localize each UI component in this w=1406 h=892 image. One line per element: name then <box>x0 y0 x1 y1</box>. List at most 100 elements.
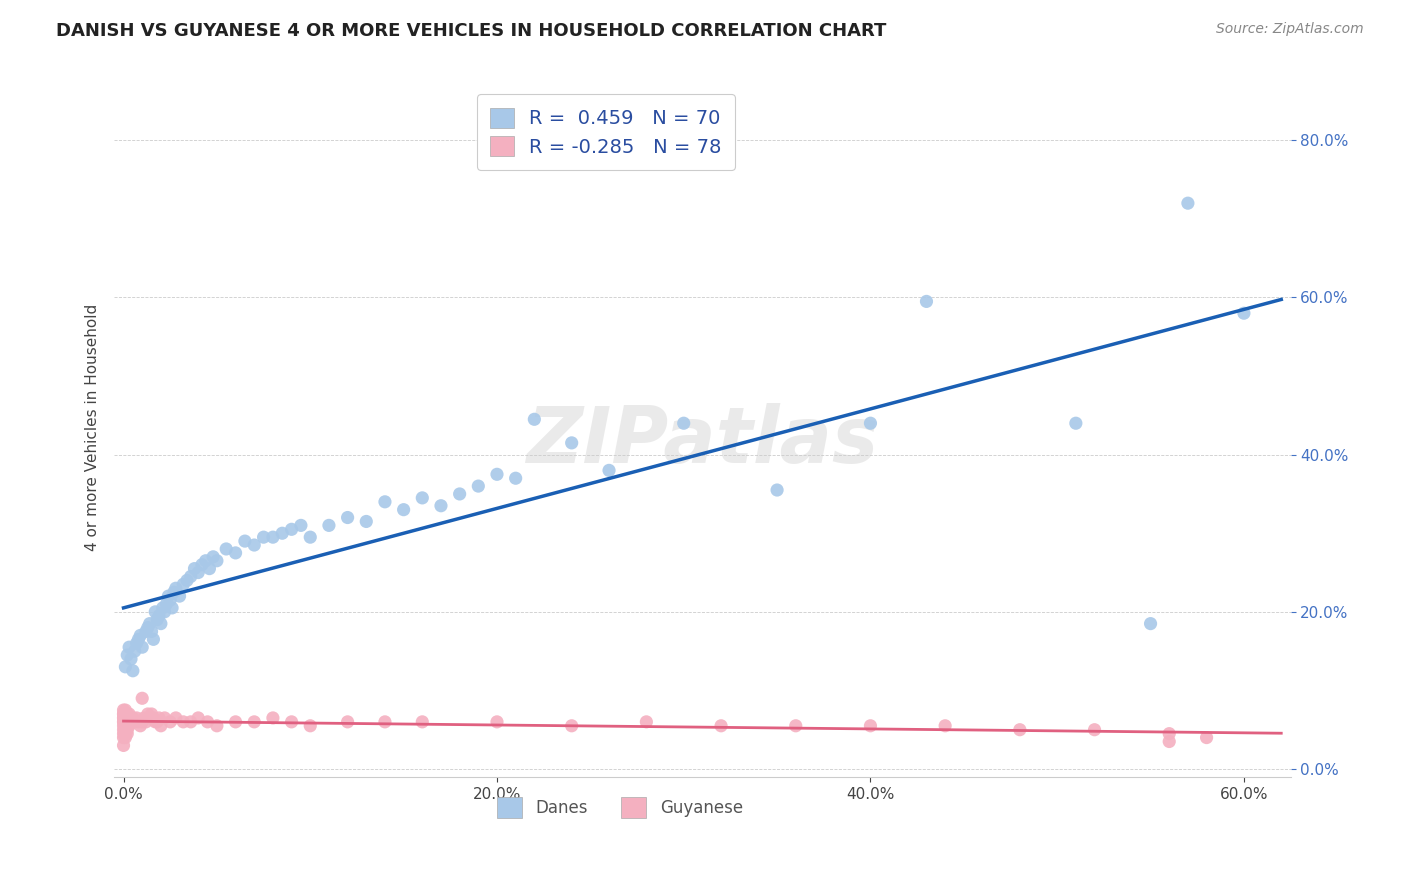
Point <box>172 577 194 591</box>
Point <box>121 664 143 678</box>
Point <box>243 714 266 729</box>
Point <box>153 711 176 725</box>
Point <box>112 711 135 725</box>
Point <box>180 569 202 583</box>
Point <box>135 624 157 639</box>
Point <box>1159 734 1181 748</box>
Point <box>112 706 135 721</box>
Point <box>710 719 733 733</box>
Point <box>142 632 165 647</box>
Point <box>561 435 583 450</box>
Point <box>129 719 152 733</box>
Point <box>127 714 149 729</box>
Point <box>112 703 135 717</box>
Point <box>280 522 302 536</box>
Point <box>598 463 620 477</box>
Point <box>135 714 157 729</box>
Point <box>205 554 228 568</box>
Point <box>336 714 359 729</box>
Point <box>120 652 142 666</box>
Point <box>205 719 228 733</box>
Point <box>112 711 135 725</box>
Point <box>271 526 294 541</box>
Point <box>117 648 139 662</box>
Text: ZIPatlas: ZIPatlas <box>526 403 879 479</box>
Point <box>215 541 238 556</box>
Point <box>120 714 142 729</box>
Point <box>467 479 489 493</box>
Point <box>1139 616 1161 631</box>
Point <box>114 719 136 733</box>
Point <box>143 714 166 729</box>
Point <box>785 719 807 733</box>
Point <box>142 711 165 725</box>
Text: DANISH VS GUYANESE 4 OR MORE VEHICLES IN HOUSEHOLD CORRELATION CHART: DANISH VS GUYANESE 4 OR MORE VEHICLES IN… <box>56 22 887 40</box>
Point <box>766 483 789 497</box>
Point <box>153 605 176 619</box>
Point <box>118 714 141 729</box>
Point <box>165 711 187 725</box>
Point <box>280 714 302 729</box>
Point <box>114 726 136 740</box>
Point <box>112 731 135 745</box>
Point <box>262 711 284 725</box>
Point <box>125 636 148 650</box>
Point <box>915 294 938 309</box>
Point <box>672 416 695 430</box>
Point <box>141 706 163 721</box>
Point <box>430 499 453 513</box>
Point <box>225 714 247 729</box>
Point <box>1195 731 1218 745</box>
Point <box>1083 723 1105 737</box>
Point <box>112 714 135 729</box>
Point <box>392 502 415 516</box>
Point <box>149 616 172 631</box>
Point <box>146 714 169 729</box>
Point <box>180 714 202 729</box>
Point <box>131 640 153 655</box>
Point <box>114 706 136 721</box>
Point <box>146 613 169 627</box>
Point <box>172 714 194 729</box>
Point <box>159 593 181 607</box>
Point <box>505 471 527 485</box>
Point <box>143 605 166 619</box>
Point <box>117 723 139 737</box>
Point <box>859 416 882 430</box>
Point <box>194 554 217 568</box>
Point <box>127 632 149 647</box>
Point <box>114 714 136 729</box>
Point <box>118 640 141 655</box>
Point <box>1177 196 1199 211</box>
Point <box>114 711 136 725</box>
Point <box>136 621 159 635</box>
Point <box>336 510 359 524</box>
Point <box>112 739 135 753</box>
Point <box>183 561 205 575</box>
Point <box>132 711 155 725</box>
Point <box>138 711 160 725</box>
Point <box>449 487 471 501</box>
Text: Source: ZipAtlas.com: Source: ZipAtlas.com <box>1216 22 1364 37</box>
Point <box>233 534 256 549</box>
Point <box>374 714 396 729</box>
Point <box>114 731 136 745</box>
Point <box>165 581 187 595</box>
Point <box>202 549 225 564</box>
Point <box>125 711 148 725</box>
Point <box>318 518 340 533</box>
Point <box>934 719 956 733</box>
Point <box>485 714 508 729</box>
Point <box>114 660 136 674</box>
Point <box>187 566 209 580</box>
Point <box>129 628 152 642</box>
Point <box>121 714 143 729</box>
Point <box>411 714 433 729</box>
Point <box>176 574 198 588</box>
Point <box>523 412 546 426</box>
Point <box>124 714 146 729</box>
Point <box>1233 306 1256 320</box>
Point <box>191 558 214 572</box>
Point <box>356 515 378 529</box>
Point <box>112 723 135 737</box>
